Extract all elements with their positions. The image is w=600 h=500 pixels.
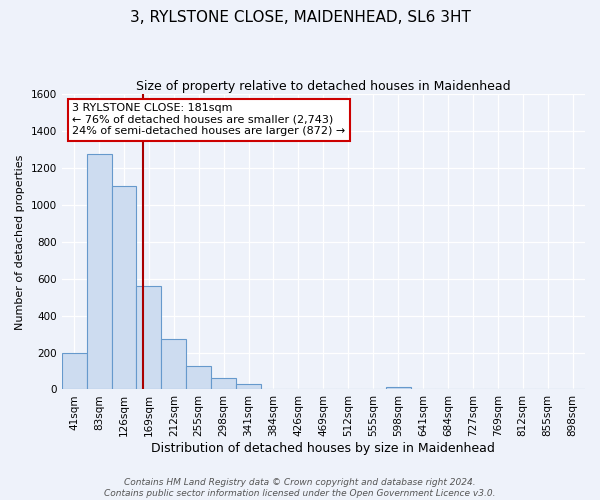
Bar — [386, 386, 410, 390]
Bar — [62, 352, 86, 390]
Bar — [112, 186, 136, 390]
Bar — [136, 286, 161, 390]
Bar — [236, 384, 261, 390]
Bar — [211, 378, 236, 390]
Text: 3 RYLSTONE CLOSE: 181sqm
← 76% of detached houses are smaller (2,743)
24% of sem: 3 RYLSTONE CLOSE: 181sqm ← 76% of detach… — [72, 103, 346, 136]
Text: Contains HM Land Registry data © Crown copyright and database right 2024.
Contai: Contains HM Land Registry data © Crown c… — [104, 478, 496, 498]
X-axis label: Distribution of detached houses by size in Maidenhead: Distribution of detached houses by size … — [151, 442, 495, 455]
Bar — [186, 366, 211, 390]
Bar — [86, 154, 112, 390]
Bar — [161, 338, 186, 390]
Title: Size of property relative to detached houses in Maidenhead: Size of property relative to detached ho… — [136, 80, 511, 93]
Y-axis label: Number of detached properties: Number of detached properties — [15, 154, 25, 330]
Text: 3, RYLSTONE CLOSE, MAIDENHEAD, SL6 3HT: 3, RYLSTONE CLOSE, MAIDENHEAD, SL6 3HT — [130, 10, 470, 25]
